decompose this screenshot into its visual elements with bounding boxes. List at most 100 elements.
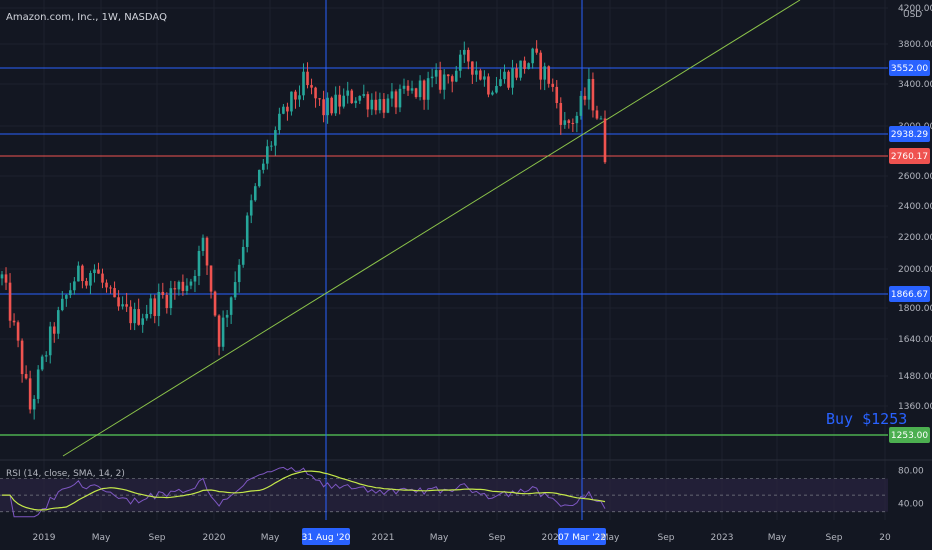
candle bbox=[314, 86, 317, 108]
candle-body bbox=[418, 80, 422, 98]
candle bbox=[583, 87, 587, 106]
candle-body bbox=[12, 320, 16, 323]
candle bbox=[157, 283, 161, 327]
candle-body bbox=[318, 98, 321, 100]
candle bbox=[294, 89, 297, 109]
candle-body bbox=[503, 71, 506, 80]
x-tick-label: 2023 bbox=[711, 533, 734, 543]
y-tick-label: 3800.00 bbox=[898, 40, 932, 50]
x-tick-label: Sep bbox=[826, 533, 843, 543]
price-badge-bg bbox=[889, 60, 930, 76]
candle-body bbox=[286, 106, 289, 112]
candle bbox=[354, 97, 358, 108]
x-tick-label: May bbox=[768, 533, 787, 543]
candle-body bbox=[587, 78, 591, 100]
candle bbox=[338, 85, 341, 115]
candle bbox=[125, 292, 128, 312]
price-badge-label: 2938.29 bbox=[891, 130, 928, 140]
candle-body bbox=[527, 63, 530, 69]
candle bbox=[105, 279, 108, 293]
candle bbox=[133, 302, 136, 331]
candle-body bbox=[458, 54, 462, 71]
candle-body bbox=[282, 106, 285, 114]
candle-body bbox=[44, 355, 48, 357]
candle bbox=[270, 141, 273, 151]
candle-body bbox=[446, 74, 450, 77]
candle-body bbox=[81, 265, 84, 282]
candle-body bbox=[310, 85, 313, 88]
candle bbox=[81, 264, 84, 289]
candle-body bbox=[499, 79, 502, 86]
candle bbox=[306, 62, 309, 89]
candle-body bbox=[467, 49, 470, 62]
candle bbox=[48, 321, 52, 364]
candle bbox=[430, 68, 434, 88]
candle bbox=[487, 73, 490, 98]
candle-body bbox=[326, 97, 329, 116]
candle-body bbox=[16, 322, 20, 341]
candle bbox=[527, 62, 530, 70]
candle bbox=[555, 80, 559, 109]
currency-label: USD bbox=[903, 10, 922, 20]
y-tick-label: 1800.00 bbox=[898, 304, 932, 314]
candle bbox=[233, 271, 237, 301]
candle bbox=[322, 90, 325, 123]
candle bbox=[434, 63, 438, 85]
candle bbox=[362, 84, 366, 98]
candle-body bbox=[125, 304, 128, 307]
price-badge-bg bbox=[889, 286, 930, 302]
candle-body bbox=[378, 99, 382, 111]
candle bbox=[386, 94, 390, 114]
candle-body bbox=[479, 70, 482, 80]
candle-body bbox=[515, 68, 518, 78]
candle bbox=[511, 59, 514, 95]
candle-body bbox=[245, 215, 249, 248]
price-badge: 1866.67 bbox=[889, 286, 930, 302]
x-marker-label: 31 Aug '20 bbox=[302, 533, 351, 543]
candle bbox=[169, 280, 173, 316]
candle-body bbox=[109, 287, 112, 289]
candle bbox=[44, 351, 48, 362]
candle-body bbox=[410, 88, 414, 91]
x-tick-label: 2020 bbox=[203, 533, 226, 543]
candle-body bbox=[4, 274, 8, 283]
candle-body bbox=[551, 83, 555, 87]
candle bbox=[334, 86, 337, 116]
candle-body bbox=[414, 88, 418, 98]
candle bbox=[165, 292, 169, 314]
candle bbox=[579, 90, 583, 120]
candle bbox=[442, 69, 446, 100]
trendline[interactable] bbox=[62, 0, 801, 457]
candle-body bbox=[137, 309, 140, 325]
candle-body bbox=[362, 94, 366, 96]
candle bbox=[543, 62, 546, 91]
candle bbox=[374, 91, 378, 115]
candle bbox=[458, 49, 462, 78]
candle-body bbox=[535, 48, 538, 53]
rsi-label: RSI (14, close, SMA, 14, 2) bbox=[6, 469, 125, 479]
candle-body bbox=[249, 200, 253, 216]
candle-body bbox=[471, 61, 474, 75]
candle bbox=[426, 71, 430, 110]
candle-body bbox=[374, 99, 378, 111]
x-tick-label: 2019 bbox=[33, 533, 56, 543]
candle-body bbox=[346, 90, 350, 96]
candle bbox=[495, 76, 498, 94]
candle bbox=[213, 290, 217, 317]
candle-body bbox=[434, 70, 438, 77]
candle bbox=[563, 111, 567, 129]
candle bbox=[551, 78, 555, 92]
candle-body bbox=[85, 281, 88, 286]
candle-body bbox=[209, 265, 213, 292]
price-badge-bg bbox=[889, 427, 930, 443]
candle bbox=[185, 278, 189, 295]
candle bbox=[32, 395, 36, 420]
candle-body bbox=[543, 66, 546, 80]
candle bbox=[483, 70, 486, 87]
candle-body bbox=[422, 80, 426, 100]
candle-body bbox=[145, 314, 149, 319]
candle bbox=[507, 70, 510, 90]
candle bbox=[450, 74, 454, 93]
